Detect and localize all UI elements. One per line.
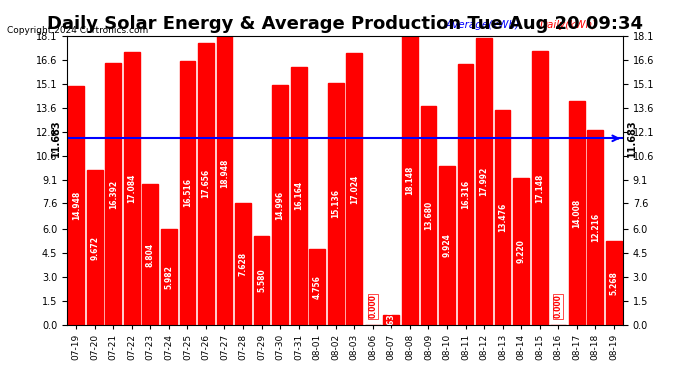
Text: 18.148: 18.148 bbox=[406, 165, 415, 195]
Text: 5.982: 5.982 bbox=[164, 265, 173, 289]
Text: 16.164: 16.164 bbox=[294, 181, 303, 210]
Title: Daily Solar Energy & Average Production Tue Aug 20 09:34: Daily Solar Energy & Average Production … bbox=[47, 15, 643, 33]
Text: 17.992: 17.992 bbox=[480, 166, 489, 196]
Bar bbox=[384, 315, 400, 325]
Bar bbox=[142, 184, 158, 325]
Bar bbox=[513, 178, 529, 325]
Text: 14.008: 14.008 bbox=[572, 198, 581, 228]
Bar bbox=[420, 106, 436, 325]
Bar bbox=[254, 236, 270, 325]
Bar bbox=[402, 35, 417, 325]
Bar bbox=[587, 130, 603, 325]
Bar bbox=[309, 249, 325, 325]
Bar bbox=[106, 63, 121, 325]
Text: 0.000: 0.000 bbox=[553, 294, 562, 318]
Bar bbox=[290, 67, 306, 325]
Text: 18.948: 18.948 bbox=[220, 159, 229, 188]
Bar bbox=[328, 83, 344, 325]
Bar bbox=[457, 64, 473, 325]
Text: 16.392: 16.392 bbox=[109, 179, 118, 209]
Text: 11.683: 11.683 bbox=[51, 120, 61, 157]
Text: 16.316: 16.316 bbox=[461, 180, 470, 209]
Text: 5.268: 5.268 bbox=[609, 271, 618, 295]
Text: 17.656: 17.656 bbox=[201, 170, 210, 198]
Bar bbox=[495, 110, 511, 325]
Text: 17.148: 17.148 bbox=[535, 173, 544, 202]
Text: 5.580: 5.580 bbox=[257, 268, 266, 292]
Bar bbox=[439, 166, 455, 325]
Bar bbox=[87, 170, 103, 325]
Text: 9.220: 9.220 bbox=[517, 239, 526, 263]
Text: 9.924: 9.924 bbox=[442, 234, 451, 258]
Text: 12.216: 12.216 bbox=[591, 213, 600, 242]
Text: 17.084: 17.084 bbox=[128, 174, 137, 203]
Text: 14.948: 14.948 bbox=[72, 191, 81, 220]
Bar bbox=[68, 86, 84, 325]
Text: 13.680: 13.680 bbox=[424, 201, 433, 230]
Text: 16.516: 16.516 bbox=[183, 178, 192, 207]
Bar bbox=[273, 86, 288, 325]
Text: 7.628: 7.628 bbox=[239, 252, 248, 276]
Text: 11.683: 11.683 bbox=[627, 120, 637, 157]
Bar bbox=[217, 22, 233, 325]
Bar bbox=[606, 241, 622, 325]
Bar bbox=[569, 101, 584, 325]
Text: 0.636: 0.636 bbox=[387, 308, 396, 332]
Bar bbox=[124, 52, 139, 325]
Text: 0.000: 0.000 bbox=[368, 294, 377, 318]
Text: Daily(kWh): Daily(kWh) bbox=[540, 20, 597, 30]
Bar bbox=[179, 61, 195, 325]
Text: 8.804: 8.804 bbox=[146, 242, 155, 267]
Bar bbox=[476, 38, 492, 325]
Text: Average(kWh): Average(kWh) bbox=[445, 20, 520, 30]
Text: 17.024: 17.024 bbox=[350, 174, 359, 204]
Text: 13.476: 13.476 bbox=[498, 202, 507, 232]
Text: 14.996: 14.996 bbox=[275, 190, 284, 220]
Text: 4.756: 4.756 bbox=[313, 275, 322, 299]
Text: Copyright 2024 Curtronics.com: Copyright 2024 Curtronics.com bbox=[7, 26, 148, 35]
Bar bbox=[161, 229, 177, 325]
Bar bbox=[198, 43, 214, 325]
Text: 9.672: 9.672 bbox=[90, 236, 99, 260]
Bar bbox=[532, 51, 548, 325]
Bar bbox=[346, 53, 362, 325]
Text: 15.136: 15.136 bbox=[331, 189, 340, 219]
Bar bbox=[235, 203, 251, 325]
